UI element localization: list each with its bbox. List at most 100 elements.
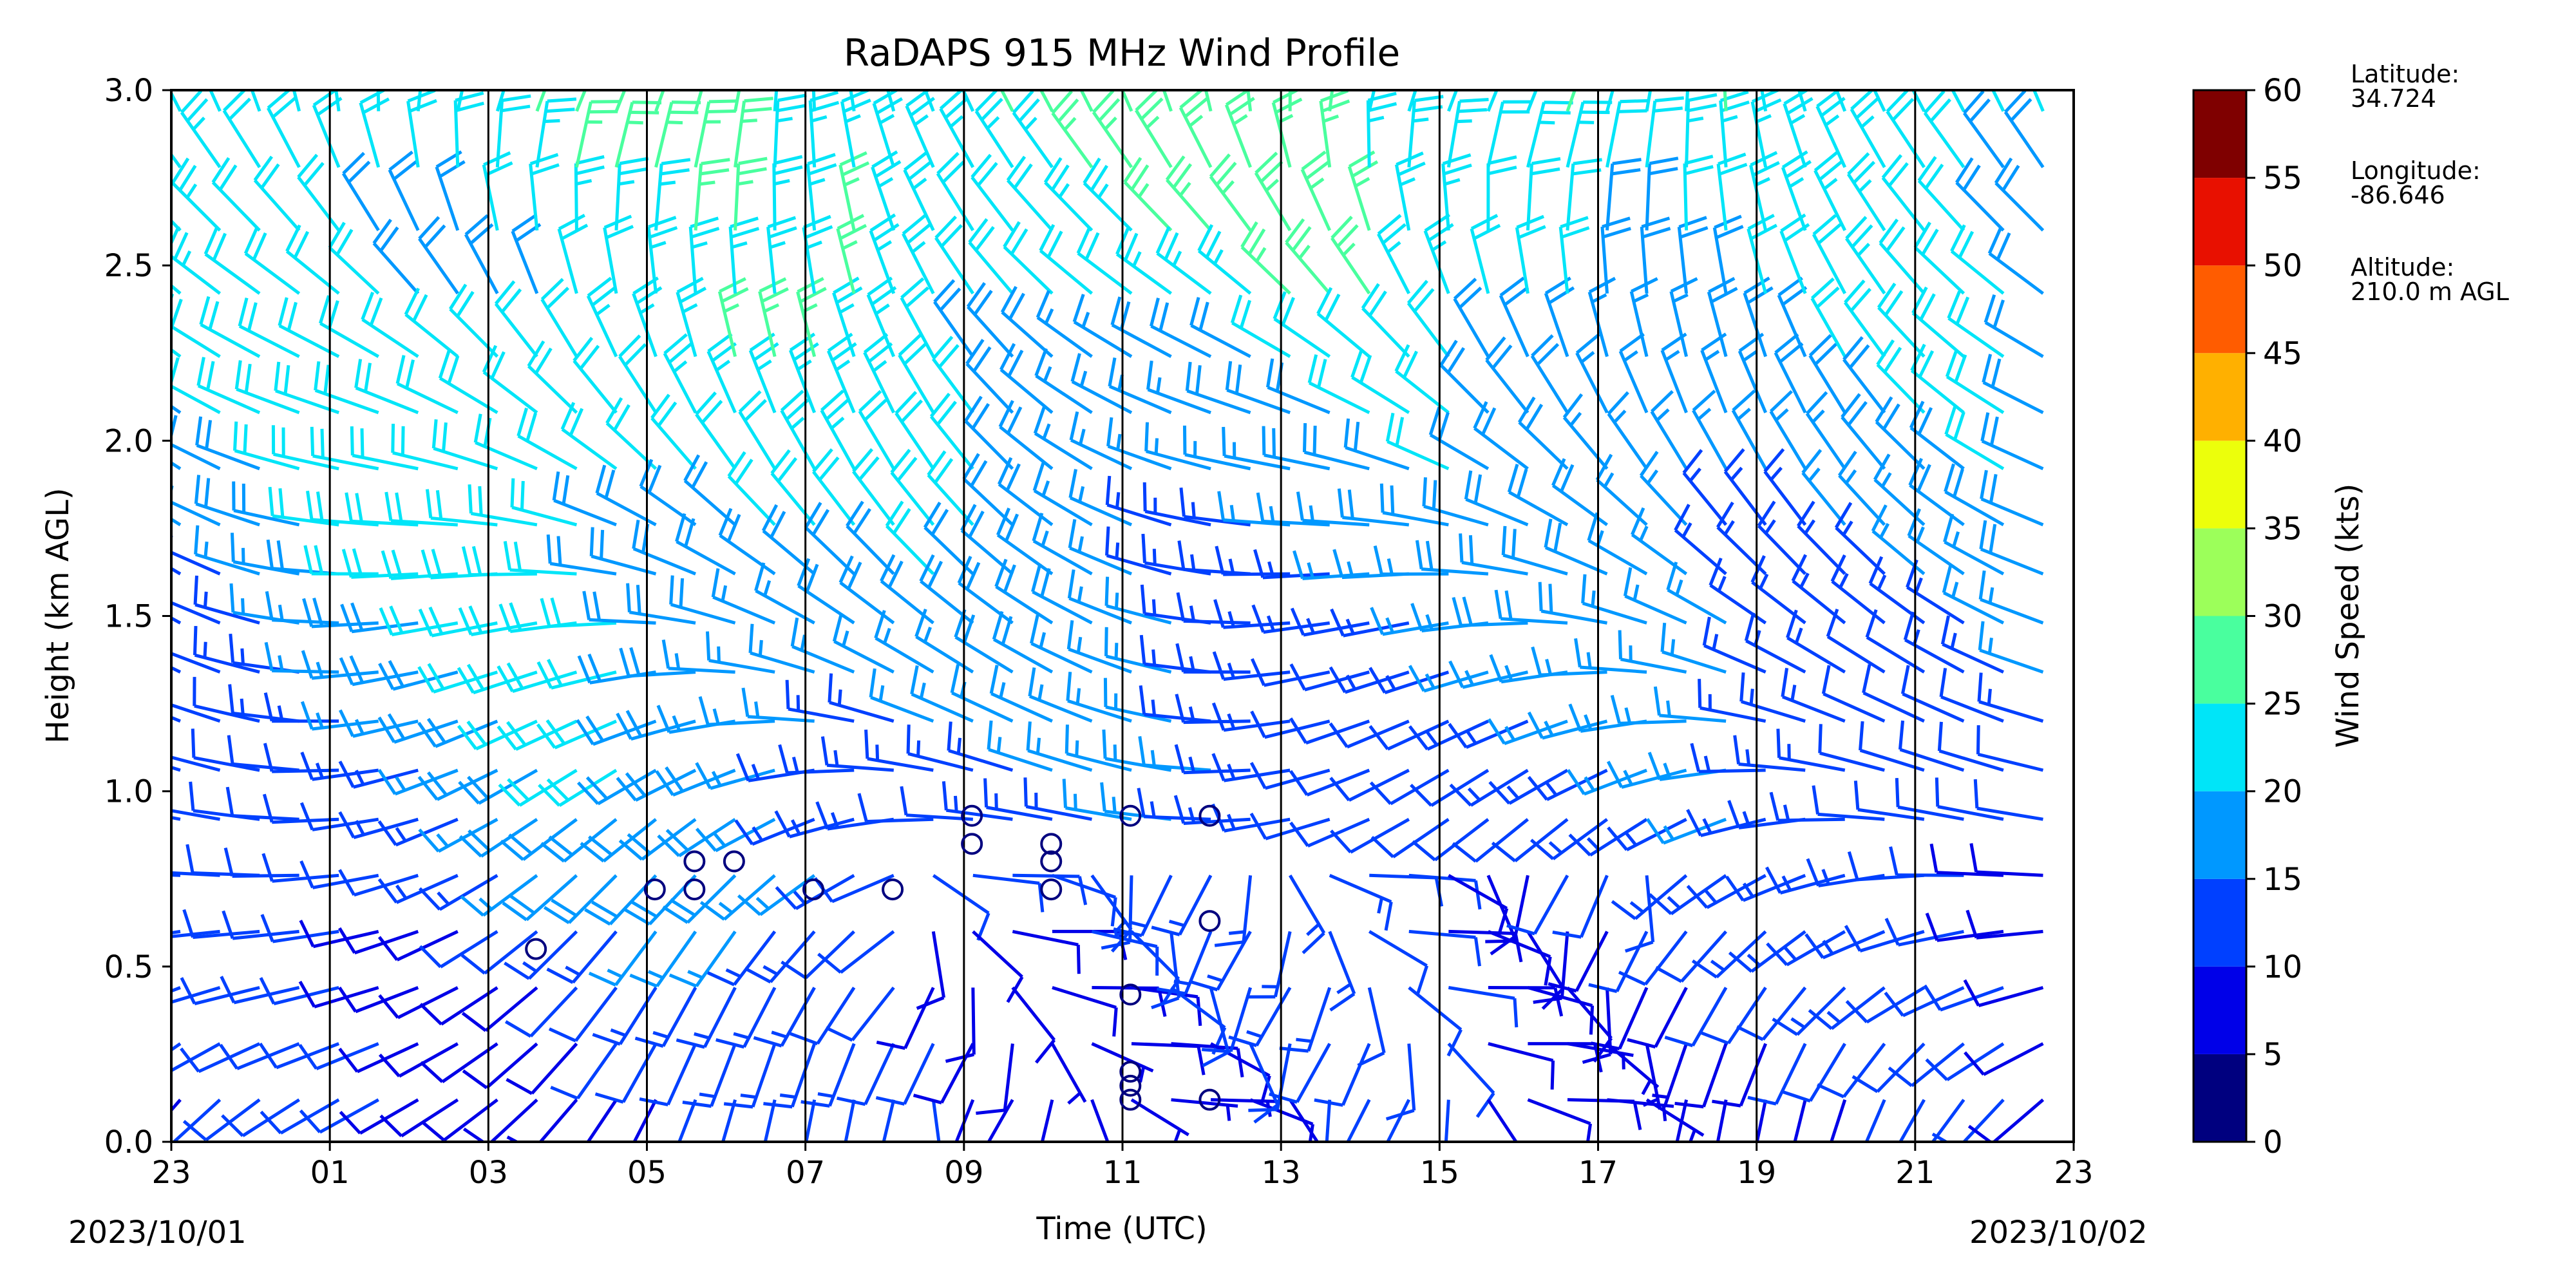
calm-marker — [723, 850, 745, 873]
wind-barb — [1939, 668, 2004, 723]
wind-barb — [1464, 470, 1529, 527]
wind-barb — [1189, 297, 1251, 358]
wind-barb — [341, 151, 380, 232]
wind-barb — [1012, 929, 1081, 974]
calm-marker — [1119, 1074, 1142, 1097]
wind-barb — [338, 869, 419, 897]
wind-barb — [1151, 931, 1180, 1010]
wind-barb — [1251, 604, 1331, 634]
wind-barb — [529, 153, 560, 231]
wind-barb — [243, 226, 301, 295]
wind-barb — [1039, 90, 1054, 112]
wind-barb — [1350, 349, 1410, 414]
wind-barb — [669, 575, 736, 625]
wind-barb — [1841, 393, 1886, 470]
wind-barb — [741, 687, 815, 723]
wind-barb — [1028, 667, 1093, 723]
wind-barb — [1175, 643, 1251, 674]
wind-barb — [1039, 223, 1094, 295]
wind-barb — [1808, 986, 1886, 1030]
wind-barb — [717, 277, 749, 357]
calm-marker — [802, 878, 824, 901]
wind-barb — [1963, 979, 2044, 1007]
wind-barb — [1452, 818, 1529, 863]
wind-barb — [588, 930, 658, 987]
wind-barb — [1368, 667, 1450, 694]
wind-barb — [171, 703, 221, 723]
x-start-date-label: 2023/10/01 — [68, 1215, 247, 1251]
wind-barb — [734, 90, 741, 112]
wind-barb — [180, 977, 260, 1005]
wind-barb — [1723, 90, 1728, 111]
wind-barb — [1973, 779, 2043, 821]
wind-barb — [1289, 1099, 1320, 1142]
wind-barb — [594, 1043, 658, 1104]
wind-barb — [1611, 874, 1688, 920]
wind-barb — [461, 545, 537, 577]
wind-barb — [1987, 226, 2044, 295]
wind-barb — [1083, 157, 1133, 232]
wind-barb — [1725, 873, 1806, 902]
wind-barb — [1645, 96, 1684, 168]
x-tick-label: 23 — [151, 1155, 191, 1191]
wind-barb — [1642, 1043, 1662, 1110]
wind-barb — [886, 90, 896, 112]
wind-barb — [1373, 545, 1449, 576]
wind-barb — [1507, 464, 1569, 527]
wind-barb — [1256, 492, 1330, 527]
wind-barb — [1408, 873, 1482, 910]
x-axis: 23 01 03 05 07 09 11 13 15 17 19 21 23 Time (UTC) 20… — [68, 1142, 2148, 1251]
calm-marker — [643, 878, 666, 901]
wind-barb — [171, 755, 221, 772]
wind-barb — [1879, 218, 1926, 295]
wind-barb — [1031, 563, 1093, 625]
wind-barb — [1951, 90, 1965, 112]
wind-barb — [546, 930, 618, 984]
wind-barb — [1591, 987, 1649, 1051]
wind-barb — [1716, 153, 1748, 231]
wind-barb — [1897, 1099, 1965, 1142]
wind-barb — [811, 90, 817, 111]
wind-barb — [1491, 818, 1569, 862]
wind-barb — [632, 1099, 658, 1142]
x-tick-label: 13 — [1262, 1155, 1301, 1191]
wind-barb — [966, 282, 1014, 358]
wind-barb — [1618, 930, 1688, 986]
calm-marker — [1040, 850, 1063, 873]
colorbar-tick-label: 0 — [2263, 1124, 2283, 1160]
wind-barb — [1171, 1098, 1238, 1121]
wind-barb — [540, 818, 618, 863]
colorbar-tick-label: 35 — [2263, 511, 2302, 547]
wind-barb — [832, 612, 895, 674]
wind-barb — [1907, 508, 1965, 576]
wind-barb — [1488, 1042, 1555, 1090]
wind-barb — [560, 402, 618, 470]
wind-barb — [1486, 100, 1532, 168]
wind-barb — [933, 279, 974, 358]
wind-barb — [1911, 90, 1926, 112]
wind-barb — [931, 1099, 941, 1142]
wind-barb — [1942, 564, 2005, 625]
wind-barb — [1736, 986, 1807, 1041]
wind-barb — [1627, 987, 1688, 1049]
wind-barb — [1444, 1099, 1450, 1142]
wind-barb — [744, 930, 816, 984]
wind-barb — [377, 817, 459, 847]
wind-barb — [1674, 1043, 1728, 1109]
wind-barb — [1877, 282, 1926, 358]
wind-barb — [182, 1098, 261, 1142]
wind-barb — [500, 818, 578, 861]
wind-barb — [992, 611, 1054, 674]
wind-barb — [734, 156, 768, 231]
colorbar-bands — [2193, 90, 2246, 1142]
wind-barb — [1370, 607, 1449, 636]
wind-barb — [898, 334, 935, 414]
wind-barb — [1337, 488, 1410, 527]
wind-barb — [503, 541, 577, 576]
wind-barb — [1240, 221, 1291, 295]
wind-barb — [1366, 91, 1397, 167]
wind-barb — [1182, 425, 1251, 471]
wind-barb — [694, 158, 730, 231]
wind-barb — [462, 1098, 538, 1142]
wind-barb — [661, 639, 735, 674]
